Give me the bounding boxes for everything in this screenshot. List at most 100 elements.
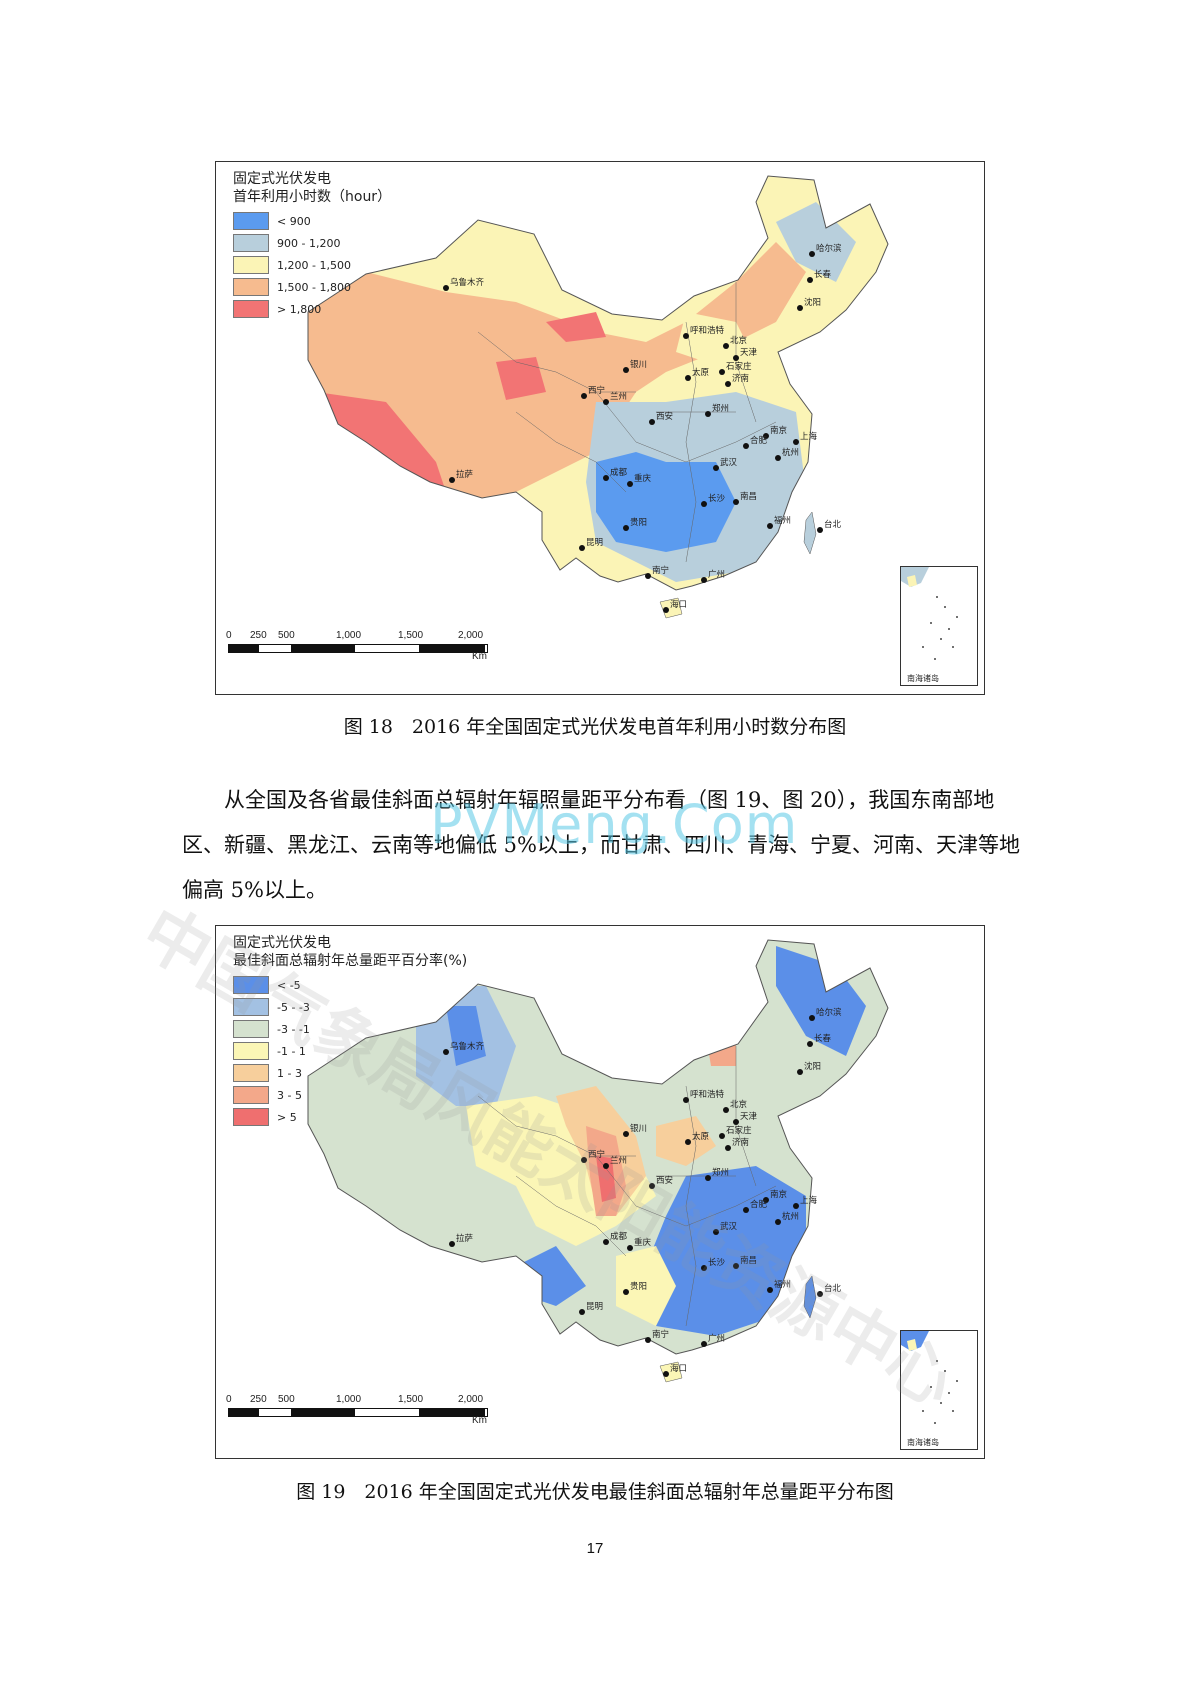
city-dot	[723, 343, 729, 349]
paragraph-text: 从全国及各省最佳斜面总辐射年辐照量距平分布看（图 19、图 20），我国东南部地…	[182, 788, 1020, 902]
scale-tick-label: 2,000	[458, 1394, 484, 1405]
legend: 固定式光伏发电 首年利用小时数（hour） < 900 900 - 1,200 1,…	[233, 170, 391, 320]
city-label: 海口	[670, 1364, 688, 1374]
city-dot	[623, 525, 629, 531]
city-label: 长春	[814, 270, 832, 280]
map-hours: 固定式光伏发电 首年利用小时数（hour） < 900 900 - 1,200 1,…	[215, 161, 985, 695]
city-dot	[797, 305, 803, 311]
city-label: 北京	[730, 336, 748, 346]
city-label: 武汉	[720, 458, 738, 468]
city-label: 武汉	[720, 1222, 738, 1232]
city-dot	[683, 1097, 689, 1103]
legend-label: < 900	[277, 214, 311, 228]
inset-label: 南海诸岛	[907, 1438, 939, 1447]
scale-segment	[419, 1409, 485, 1416]
city-label: 杭州	[782, 448, 800, 458]
city-dot	[807, 1041, 813, 1047]
city-label: 乌鲁木齐	[450, 278, 485, 288]
city-label: 郑州	[712, 404, 730, 414]
city-label: 南京	[770, 1190, 788, 1200]
scale-tick-label: 2,000	[458, 630, 484, 641]
city-label: 昆明	[586, 538, 604, 548]
legend-label: -3 - -1	[277, 1022, 310, 1036]
city-dot	[579, 1309, 585, 1315]
legend-label: < -5	[277, 978, 301, 992]
inset-map	[901, 567, 958, 660]
city-label: 西安	[656, 1176, 674, 1186]
city-dot	[443, 285, 449, 291]
city-dot	[645, 573, 651, 579]
legend-item: -5 - -3	[233, 996, 467, 1018]
legend-label: -1 - 1	[277, 1044, 306, 1058]
city-label: 太原	[692, 1132, 710, 1142]
page-number: 17	[586, 1540, 604, 1557]
legend-swatch	[233, 212, 269, 230]
inset-map	[901, 1331, 958, 1424]
city-dot	[733, 1263, 739, 1269]
legend-swatch	[233, 998, 269, 1016]
city-dot	[701, 1341, 707, 1347]
city-label: 西宁	[588, 1150, 606, 1160]
city-dot	[685, 375, 691, 381]
south-china-sea-inset: 南海诸岛	[900, 1330, 978, 1450]
city-label: 银川	[630, 360, 648, 370]
legend-item: < 900	[233, 210, 391, 232]
city-label: 济南	[732, 374, 750, 384]
legend-label: -5 - -3	[277, 1000, 310, 1014]
legend-label: > 5	[277, 1110, 297, 1124]
scale-line	[228, 1408, 488, 1417]
legend-swatch	[233, 1064, 269, 1082]
city-label: 贵阳	[630, 518, 648, 528]
city-dot	[581, 393, 587, 399]
city-dot	[817, 527, 823, 533]
legend-swatch	[233, 1086, 269, 1104]
city-dot	[623, 367, 629, 373]
city-dot	[743, 443, 749, 449]
city-label: 广州	[708, 1334, 726, 1344]
city-dot	[733, 499, 739, 505]
city-dot	[809, 251, 815, 257]
city-dot	[719, 369, 725, 375]
city-dot	[701, 1265, 707, 1271]
city-dot	[649, 419, 655, 425]
city-label: 广州	[708, 570, 726, 580]
city-label: 上海	[800, 432, 818, 442]
city-label: 呼和浩特	[690, 326, 725, 336]
city-dot	[579, 545, 585, 551]
city-dot	[713, 1229, 719, 1235]
south-china-sea-inset: 南海诸岛	[900, 566, 978, 686]
city-label: 南宁	[652, 566, 670, 576]
city-dot	[705, 1175, 711, 1181]
body-paragraph: 从全国及各省最佳斜面总辐射年辐照量距平分布看（图 19、图 20），我国东南部地…	[182, 778, 1020, 913]
scale-bar: 0 250 500 1,000 1,500 2,000 Km	[222, 1394, 522, 1438]
city-dot	[701, 577, 707, 583]
legend-subtitle: 最佳斜面总辐射年总量距平百分率(%)	[233, 953, 468, 969]
legend-swatch	[233, 234, 269, 252]
scale-line	[228, 644, 488, 653]
city-label: 郑州	[712, 1168, 730, 1178]
city-dot	[449, 1241, 455, 1247]
city-dot	[623, 1289, 629, 1295]
city-dot	[623, 1131, 629, 1137]
scale-unit: Km	[472, 1415, 487, 1426]
city-label: 乌鲁木齐	[450, 1042, 485, 1052]
scale-tick-label: 0	[226, 1394, 232, 1405]
city-label: 西安	[656, 412, 674, 422]
city-dot	[733, 1119, 739, 1125]
legend-item: 3 - 5	[233, 1084, 467, 1106]
city-dot	[807, 277, 813, 283]
city-label: 沈阳	[804, 298, 822, 308]
city-label: 福州	[774, 516, 792, 526]
city-label: 海口	[670, 600, 688, 610]
scale-tick-label: 250	[250, 630, 267, 641]
city-dot	[725, 381, 731, 387]
city-label: 重庆	[634, 474, 652, 484]
city-dot	[817, 1291, 823, 1297]
city-label: 长沙	[708, 494, 726, 504]
city-label: 成都	[610, 1232, 628, 1242]
city-label: 上海	[800, 1196, 818, 1206]
city-label: 哈尔滨	[816, 1008, 842, 1018]
legend-item: 1,200 - 1,500	[233, 254, 391, 276]
city-label: 沈阳	[804, 1062, 822, 1072]
scale-segment	[419, 645, 485, 652]
